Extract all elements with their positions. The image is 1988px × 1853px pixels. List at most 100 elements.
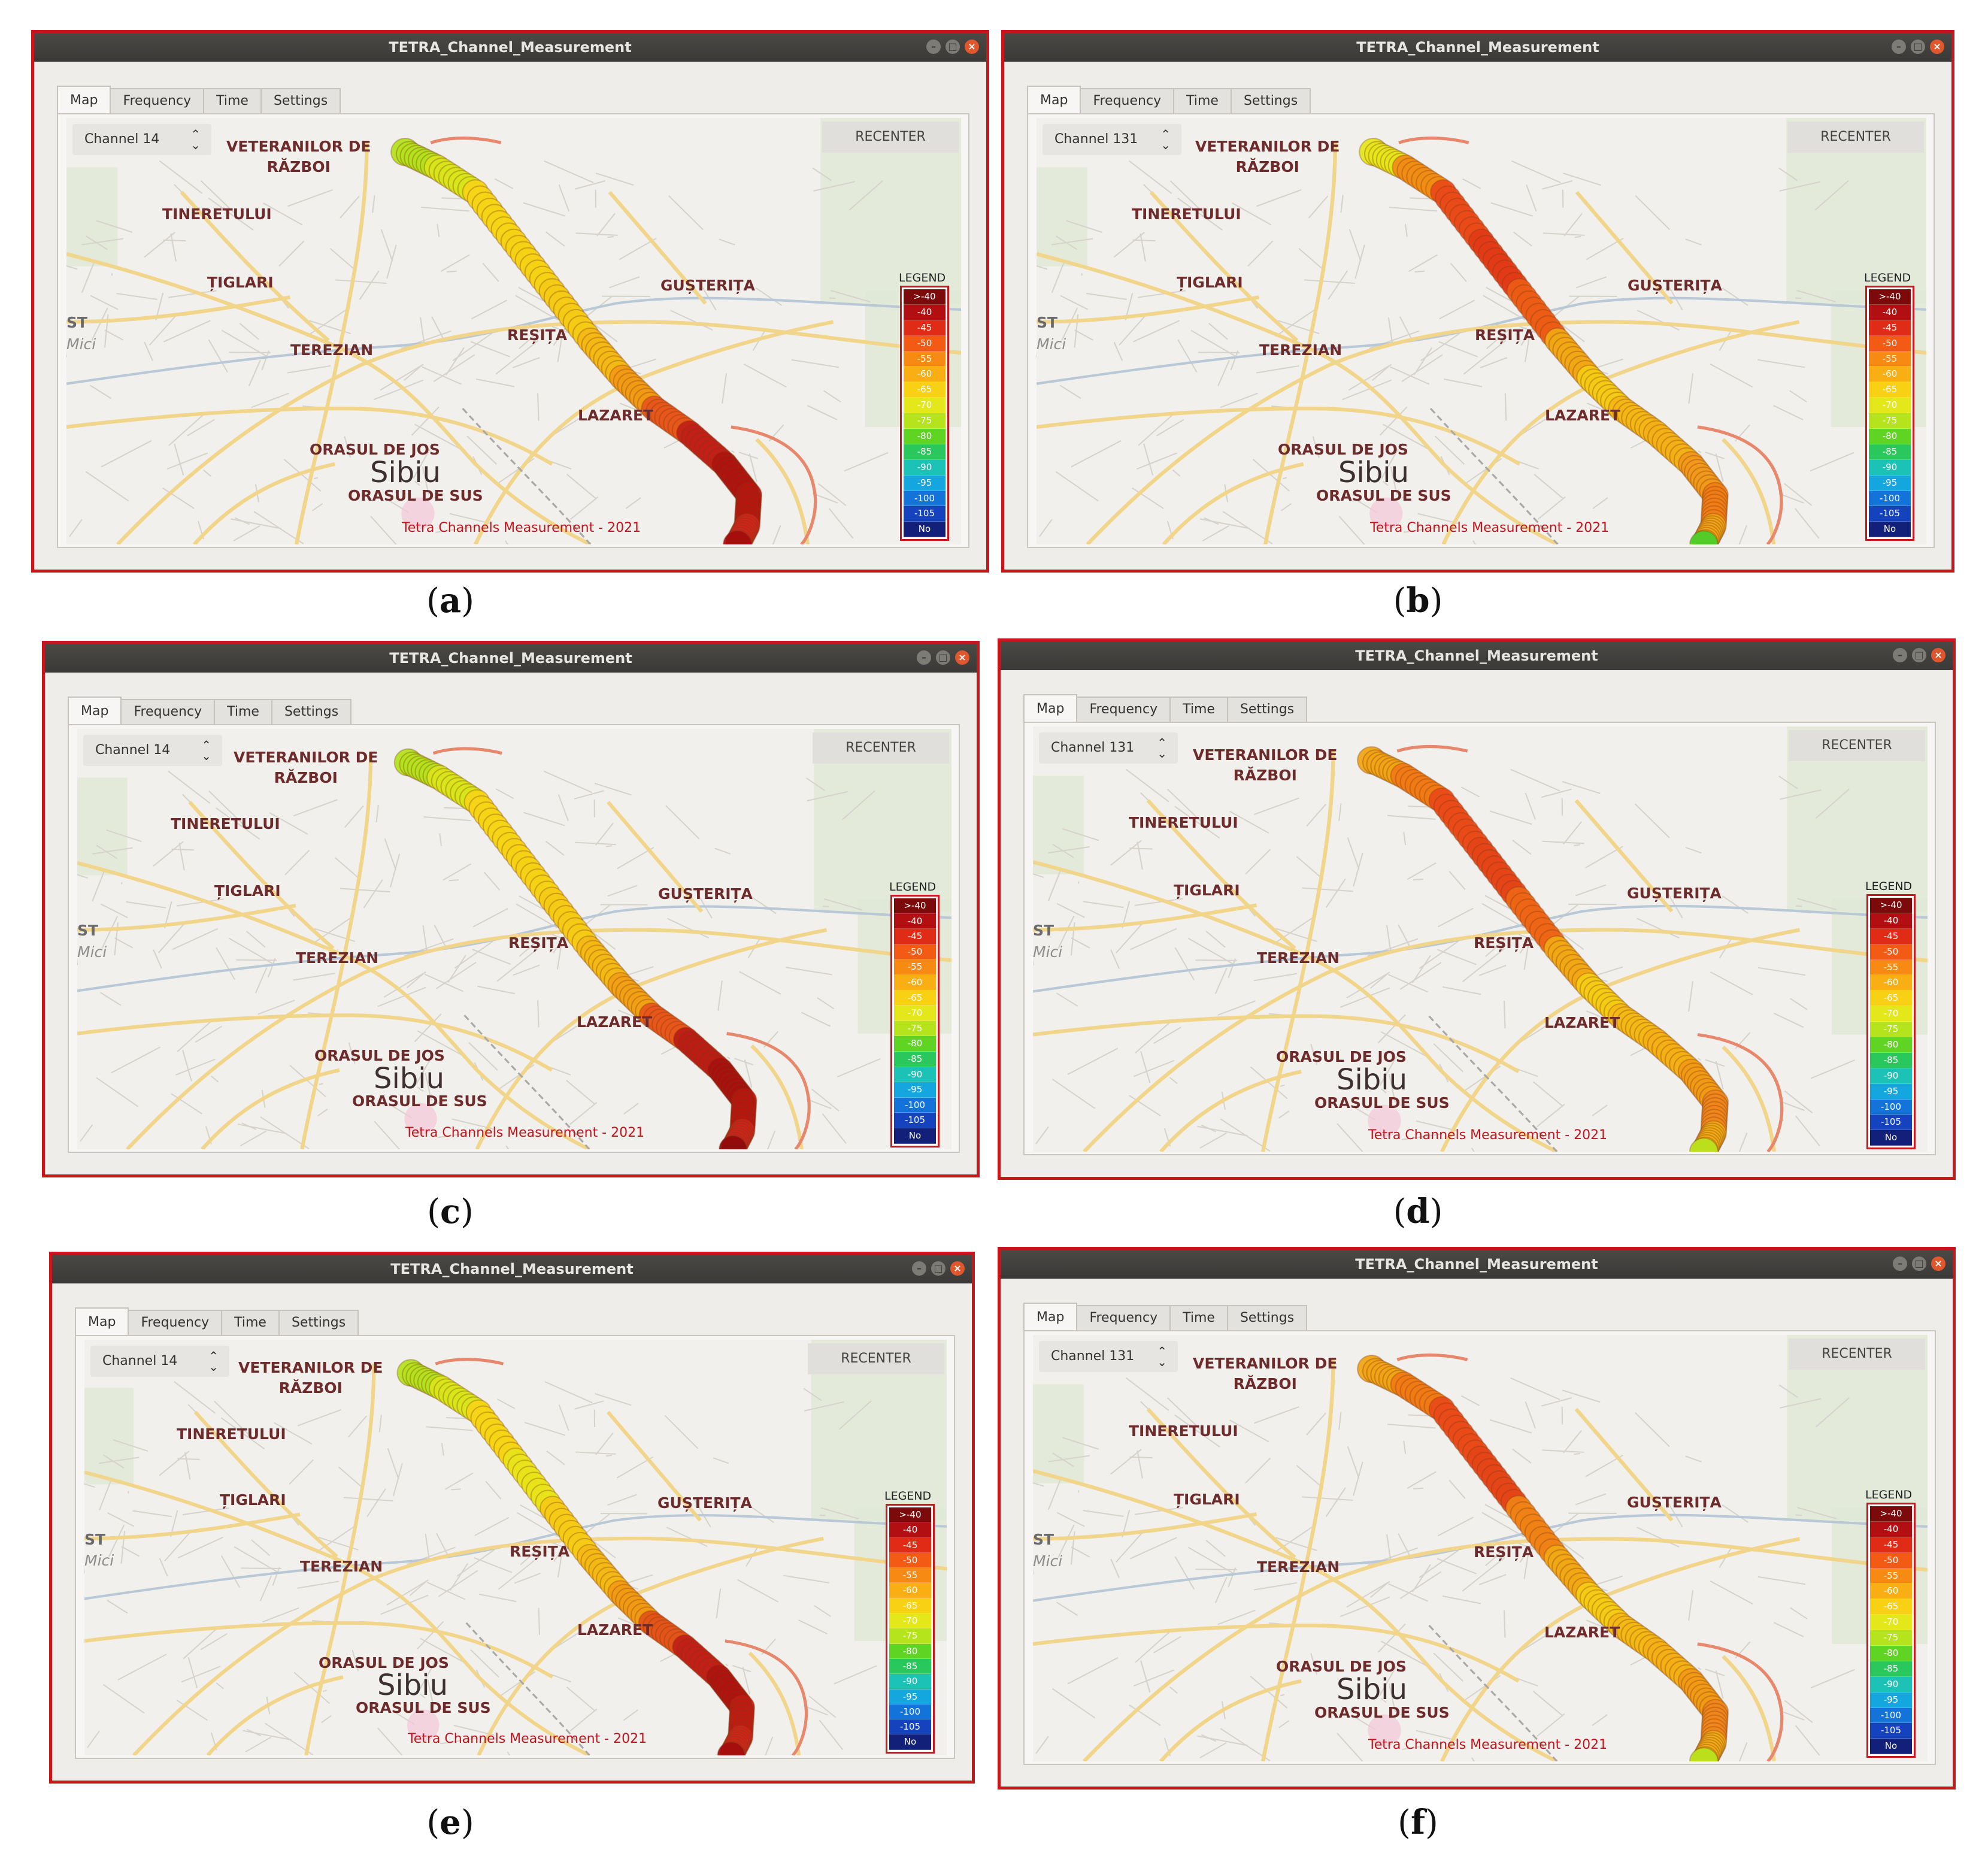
minimize-icon[interactable]: – <box>1893 648 1907 662</box>
channel-spinbox[interactable]: Channel 14 ⌃ ⌄ <box>72 124 211 155</box>
recenter-button[interactable]: RECENTER <box>1787 122 1924 153</box>
tab-map[interactable]: Map <box>1023 1303 1078 1331</box>
street-line <box>1416 1730 1459 1742</box>
street-line <box>1048 846 1090 854</box>
maximize-icon[interactable]: □ <box>1912 648 1926 662</box>
tab-time[interactable]: Time <box>214 699 272 724</box>
map-view[interactable]: VETERANILOR DE RĂZBOI TINERETULUI ȚIGLARI GU… <box>84 1340 947 1755</box>
window-titlebar[interactable]: TETRA_Channel_Measurement – □ × <box>1001 1250 1953 1279</box>
tab-time[interactable]: Time <box>221 1310 280 1335</box>
tab-settings[interactable]: Settings <box>278 1310 359 1335</box>
spinner-arrows-icon[interactable]: ⌃ ⌄ <box>1157 1344 1167 1369</box>
map-tab-panel: VETERANILOR DE RĂZBOI TINERETULUI ȚIGLARI GU… <box>1023 722 1936 1155</box>
map-view[interactable]: VETERANILOR DE RĂZBOI TINERETULUI ȚIGLARI GU… <box>66 118 961 544</box>
map-view[interactable]: VETERANILOR DE RĂZBOI TINERETULUI ȚIGLARI GU… <box>1033 726 1928 1152</box>
street-line <box>1503 1610 1506 1638</box>
street-line <box>1371 365 1390 382</box>
tab-frequency[interactable]: Frequency <box>110 88 205 113</box>
legend-entry: -90 <box>894 1067 936 1083</box>
map-view[interactable]: VETERANILOR DE RĂZBOI TINERETULUI ȚIGLARI GU… <box>1033 1335 1928 1761</box>
close-icon[interactable]: × <box>950 1261 965 1276</box>
minimize-icon[interactable]: – <box>1892 40 1906 54</box>
maximize-icon[interactable]: □ <box>1911 40 1925 54</box>
maximize-icon[interactable]: □ <box>945 40 960 54</box>
tab-map[interactable]: Map <box>75 1307 129 1336</box>
tab-time[interactable]: Time <box>203 88 262 113</box>
close-icon[interactable]: × <box>955 650 969 665</box>
tab-frequency[interactable]: Frequency <box>1076 1305 1171 1330</box>
window-titlebar[interactable]: TETRA_Channel_Measurement – □ × <box>52 1255 972 1283</box>
tab-frequency[interactable]: Frequency <box>128 1310 223 1335</box>
window-titlebar[interactable]: TETRA_Channel_Measurement – □ × <box>1004 33 1951 62</box>
street-line <box>1310 1653 1318 1675</box>
maximize-icon[interactable]: □ <box>1912 1256 1926 1271</box>
minimize-icon[interactable]: – <box>917 650 931 665</box>
legend-entry: -50 <box>889 1552 931 1569</box>
map-view[interactable]: VETERANILOR DE RĂZBOI TINERETULUI ȚIGLARI GU… <box>1037 118 1926 544</box>
street-line <box>801 1012 831 1027</box>
spinner-arrows-icon[interactable]: ⌃ ⌄ <box>208 1349 219 1374</box>
recenter-button[interactable]: RECENTER <box>1789 730 1925 761</box>
tab-settings[interactable]: Settings <box>1230 88 1311 113</box>
spinner-arrows-icon[interactable]: ⌃ ⌄ <box>190 127 201 152</box>
street-line <box>317 1109 328 1117</box>
street-line <box>1416 1120 1459 1132</box>
close-icon[interactable]: × <box>1930 40 1944 54</box>
tab-settings[interactable]: Settings <box>1226 1305 1308 1330</box>
maximize-icon[interactable]: □ <box>931 1261 945 1276</box>
maximize-icon[interactable]: □ <box>936 650 950 665</box>
tab-settings[interactable]: Settings <box>260 88 341 113</box>
channel-spinbox[interactable]: Channel 14 ⌃ ⌄ <box>90 1346 229 1377</box>
road-line <box>84 1512 301 1540</box>
tab-map[interactable]: Map <box>57 86 111 114</box>
map-canvas[interactable] <box>66 118 961 544</box>
legend-entry: -105 <box>894 1113 936 1128</box>
street-line <box>1461 786 1480 798</box>
place-label-veteranilor: VETERANILOR DE RĂZBOI <box>1193 1355 1338 1392</box>
spinner-arrows-icon[interactable]: ⌃ ⌄ <box>201 738 211 763</box>
tab-frequency[interactable]: Frequency <box>120 699 216 724</box>
street-line <box>427 1679 435 1707</box>
recenter-button[interactable]: RECENTER <box>1789 1339 1925 1370</box>
minimize-icon[interactable]: – <box>1893 1256 1907 1271</box>
close-icon[interactable]: × <box>1931 1256 1945 1271</box>
street-line <box>717 980 723 1011</box>
close-icon[interactable]: × <box>1931 648 1945 662</box>
street-line <box>828 508 854 539</box>
recenter-button[interactable]: RECENTER <box>822 122 959 153</box>
street-line <box>274 1422 313 1445</box>
street-line <box>1784 1090 1813 1114</box>
street-line <box>512 357 540 368</box>
channel-spinbox[interactable]: Channel 14 ⌃ ⌄ <box>83 735 222 766</box>
tab-frequency[interactable]: Frequency <box>1076 697 1171 722</box>
place-label-resita: REȘIȚA <box>1475 326 1535 344</box>
spinner-arrows-icon[interactable]: ⌃ ⌄ <box>1160 127 1171 152</box>
legend-entry: -50 <box>1870 1552 1912 1569</box>
map-view[interactable]: VETERANILOR DE RĂZBOI TINERETULUI ȚIGLARI GU… <box>77 729 951 1149</box>
window-titlebar[interactable]: TETRA_Channel_Measurement – □ × <box>1001 641 1953 670</box>
street-line <box>1542 180 1573 190</box>
tab-time[interactable]: Time <box>1169 1305 1228 1330</box>
recenter-button[interactable]: RECENTER <box>813 732 949 764</box>
street-line <box>798 1619 828 1634</box>
window-titlebar[interactable]: TETRA_Channel_Measurement – □ × <box>34 33 986 62</box>
tab-map[interactable]: Map <box>68 697 122 725</box>
tab-map[interactable]: Map <box>1027 86 1081 114</box>
channel-spinbox[interactable]: Channel 131 ⌃ ⌄ <box>1043 124 1181 155</box>
spinner-arrows-icon[interactable]: ⌃ ⌄ <box>1157 735 1167 761</box>
recenter-button[interactable]: RECENTER <box>808 1343 944 1374</box>
channel-spinbox[interactable]: Channel 131 ⌃ ⌄ <box>1039 1341 1178 1372</box>
window-titlebar[interactable]: TETRA_Channel_Measurement – □ × <box>45 644 977 673</box>
street-line <box>392 1463 403 1497</box>
tab-map[interactable]: Map <box>1023 694 1078 723</box>
close-icon[interactable]: × <box>965 40 979 54</box>
channel-spinbox[interactable]: Channel 131 ⌃ ⌄ <box>1039 732 1178 764</box>
street-line <box>452 333 492 361</box>
minimize-icon[interactable]: – <box>926 40 941 54</box>
tab-frequency[interactable]: Frequency <box>1080 88 1175 113</box>
tab-time[interactable]: Time <box>1169 697 1228 722</box>
tab-time[interactable]: Time <box>1173 88 1232 113</box>
minimize-icon[interactable]: – <box>912 1261 926 1276</box>
tab-settings[interactable]: Settings <box>271 699 352 724</box>
tab-settings[interactable]: Settings <box>1226 697 1308 722</box>
